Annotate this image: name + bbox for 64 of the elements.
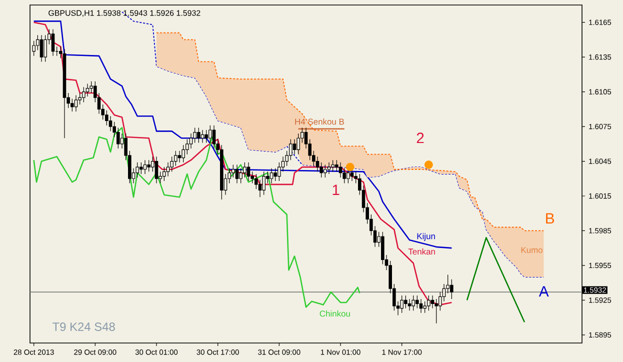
candlestick <box>86 83 90 97</box>
candlestick <box>82 86 86 103</box>
candlestick <box>404 295 408 309</box>
series-label: Chinkou <box>320 310 350 317</box>
candlestick <box>262 171 266 196</box>
candlestick <box>289 138 292 160</box>
candlestick <box>208 125 212 144</box>
candlestick <box>166 162 170 177</box>
candlestick <box>327 162 331 174</box>
candlestick <box>316 156 320 172</box>
candlestick <box>204 130 208 144</box>
candlestick <box>416 295 419 309</box>
candlestick <box>51 29 55 56</box>
candlestick <box>296 133 300 155</box>
candlestick <box>235 164 239 184</box>
annotation: 1 <box>332 184 340 196</box>
candlestick <box>116 127 120 149</box>
candlestick <box>147 160 150 172</box>
candlestick <box>182 144 185 163</box>
candlestick <box>174 150 178 166</box>
candlestick <box>423 301 426 314</box>
candlestick <box>232 164 235 178</box>
candlestick <box>400 295 404 314</box>
candlestick <box>239 168 242 184</box>
candlestick <box>412 295 415 311</box>
candlestick <box>324 164 327 178</box>
candlestick <box>197 127 200 144</box>
candlestick <box>44 34 47 62</box>
candlestick <box>246 162 250 182</box>
candlestick <box>292 138 296 155</box>
series-label: Kijun <box>417 232 435 241</box>
candlestick <box>419 298 423 314</box>
candlestick <box>143 160 147 174</box>
candlestick <box>74 94 78 112</box>
candlestick <box>430 295 434 309</box>
series-label: A <box>538 286 549 296</box>
candlestick <box>331 160 334 172</box>
candlestick <box>243 162 246 178</box>
series-label: B <box>546 213 554 224</box>
series-label: H4 Senkou B <box>295 118 344 125</box>
candlestick <box>427 295 430 311</box>
candlestick <box>162 166 166 182</box>
annotation: T9 K24 S48 <box>52 322 115 331</box>
candlestick <box>200 130 204 144</box>
candlestick <box>408 298 412 311</box>
candlestick <box>40 34 44 62</box>
candlestick <box>350 168 354 182</box>
candlestick <box>434 298 438 324</box>
annotation: 2 <box>416 132 424 144</box>
candlestick <box>274 168 277 182</box>
candlestick <box>108 116 112 132</box>
candlestick <box>258 179 262 198</box>
candlestick <box>32 40 36 56</box>
annotation: Kumo <box>521 247 542 253</box>
candlestick <box>450 279 454 300</box>
candlestick <box>70 98 74 112</box>
series-label: Tenkan <box>408 248 435 255</box>
candlestick <box>338 162 342 178</box>
line-series <box>33 127 360 308</box>
candlestick <box>154 156 158 184</box>
candlestick <box>140 162 143 174</box>
candlestick <box>178 150 182 163</box>
candlestick <box>270 168 274 184</box>
candlestick <box>212 125 216 149</box>
